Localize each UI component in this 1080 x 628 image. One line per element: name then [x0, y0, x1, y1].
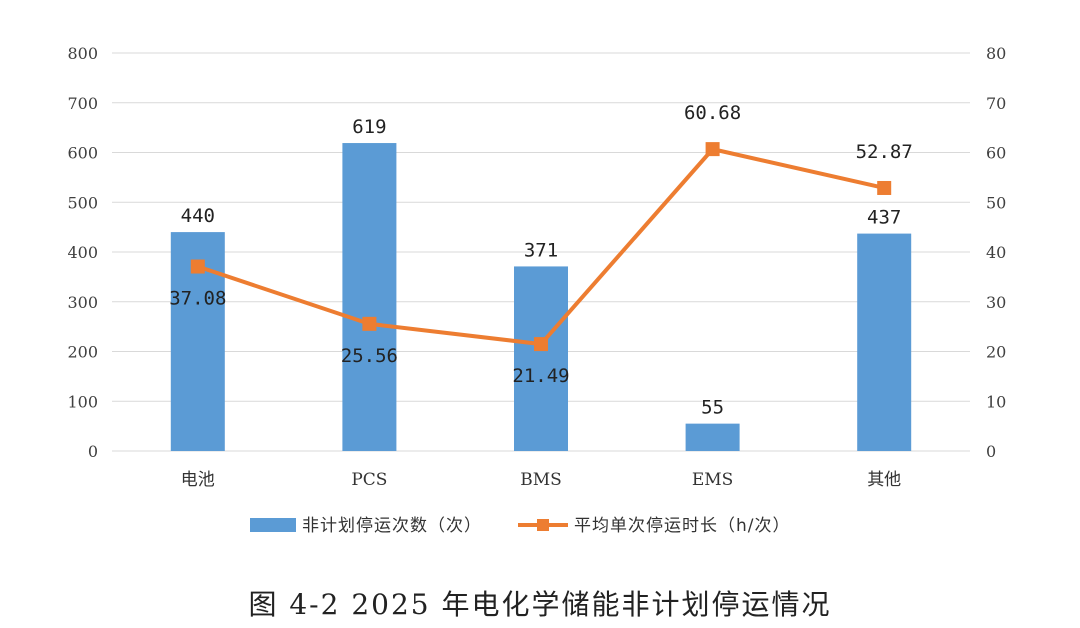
- left-tick-label: 0: [88, 442, 98, 461]
- line-marker: [362, 316, 377, 331]
- line-marker: [877, 180, 892, 195]
- line-data-label: 60.68: [684, 102, 741, 124]
- right-axis-ticks: 0 10 20 30 40 50 60 70 80: [986, 44, 1006, 461]
- right-tick-label: 10: [986, 392, 1006, 411]
- bar: [857, 233, 912, 451]
- category-label: EMS: [692, 470, 733, 490]
- right-tick-label: 30: [986, 293, 1006, 312]
- combo-chart: 0 100 200 300 400 500 600 700 800 0 10 20 30 40 50 60 7…: [67, 44, 1006, 536]
- right-tick-label: 0: [986, 442, 996, 461]
- right-tick-label: 40: [986, 243, 1006, 262]
- line-marker: [705, 142, 720, 157]
- legend-bar-label: 非计划停运次数（次）: [302, 516, 482, 536]
- left-tick-label: 700: [67, 94, 98, 113]
- right-tick-label: 80: [986, 44, 1006, 63]
- bar-data-label: 55: [701, 397, 724, 419]
- left-tick-label: 800: [67, 44, 98, 63]
- legend-bar-swatch: [250, 518, 296, 532]
- figure-caption: 图 4-2 2025 年电化学储能非计划停运情况: [248, 588, 832, 621]
- line-marker: [534, 337, 548, 352]
- category-axis: 电池 PCS BMS EMS 其他: [181, 470, 901, 490]
- line-data-label: 25.56: [341, 345, 398, 367]
- left-tick-label: 500: [67, 193, 98, 212]
- bar: [342, 143, 397, 452]
- bar-data-label: 440: [181, 205, 215, 227]
- right-tick-label: 60: [986, 144, 1006, 163]
- left-tick-label: 200: [67, 343, 98, 362]
- legend: 非计划停运次数（次） 平均单次停运时长（h/次）: [250, 516, 791, 536]
- left-tick-label: 400: [67, 243, 98, 262]
- left-tick-label: 300: [67, 293, 98, 312]
- bar-data-label: 371: [524, 239, 558, 261]
- legend-line-marker: [537, 519, 549, 531]
- bar: [514, 266, 568, 451]
- right-tick-label: 20: [986, 343, 1006, 362]
- left-axis-ticks: 0 100 200 300 400 500 600 700 800: [67, 44, 98, 461]
- category-label: 电池: [181, 470, 215, 490]
- right-tick-label: 70: [986, 94, 1006, 113]
- right-tick-label: 50: [986, 193, 1006, 212]
- left-tick-label: 600: [67, 144, 98, 163]
- category-label: BMS: [520, 470, 562, 490]
- gridlines: [112, 52, 970, 452]
- category-label: PCS: [351, 470, 387, 490]
- bar-data-label: 619: [352, 116, 386, 138]
- category-label: 其他: [867, 470, 901, 490]
- bar-data-label: 437: [867, 207, 901, 229]
- bar: [685, 423, 740, 451]
- line-data-label: 52.87: [856, 141, 913, 163]
- line-data-label: 37.08: [169, 288, 226, 310]
- line-data-label: 21.49: [512, 365, 569, 387]
- legend-line-label: 平均单次停运时长（h/次）: [574, 516, 791, 536]
- left-tick-label: 100: [67, 392, 98, 411]
- line-series: 37.08 25.56 21.49 60.68 52.87: [169, 102, 913, 387]
- line-marker: [190, 259, 205, 274]
